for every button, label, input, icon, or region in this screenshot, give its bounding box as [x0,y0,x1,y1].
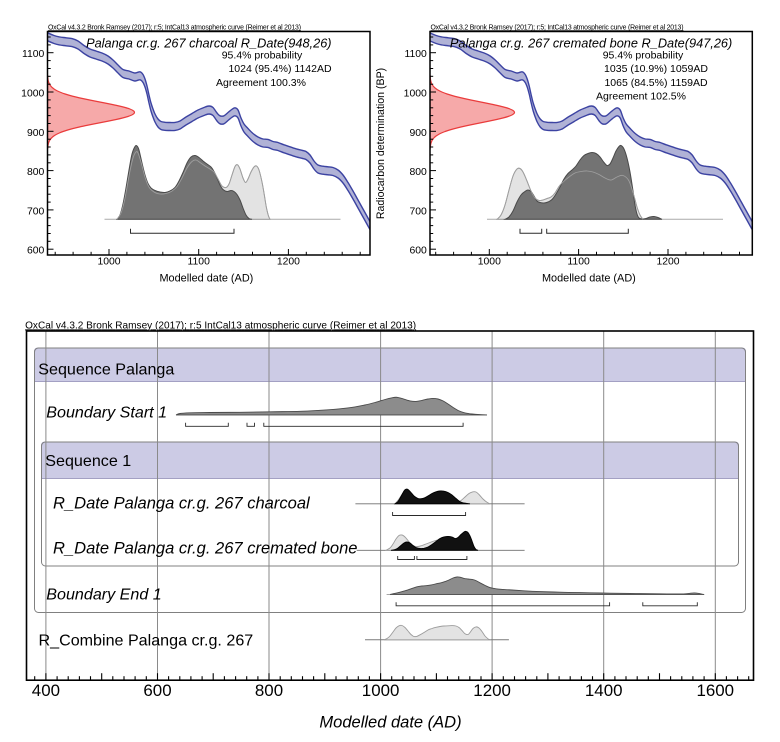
svg-text:Agreement 100.3%: Agreement 100.3% [216,77,306,89]
svg-text:1024 (95.4%) 1142AD: 1024 (95.4%) 1142AD [228,63,332,75]
svg-text:1100: 1100 [188,257,211,268]
svg-text:1065 (84.5%) 1159AD: 1065 (84.5%) 1159AD [604,77,708,89]
svg-text:1200: 1200 [277,257,300,268]
svg-text:Modelled date (AD): Modelled date (AD) [542,273,636,285]
svg-text:Modelled date (AD): Modelled date (AD) [159,273,253,285]
svg-text:1000: 1000 [478,257,501,268]
svg-text:1000: 1000 [362,681,400,700]
svg-text:1200: 1200 [473,681,511,700]
svg-text:600: 600 [409,246,427,257]
svg-text:800: 800 [409,167,427,178]
svg-text:Palanga cr.g. 267 charcoal R_D: Palanga cr.g. 267 charcoal R_Date(948,26… [86,35,331,50]
svg-text:800: 800 [255,681,283,700]
svg-text:1000: 1000 [97,257,120,268]
svg-text:R_Date Palanga cr.g. 267 crema: R_Date Palanga cr.g. 267 cremated bone [53,539,358,558]
svg-text:95.4% probability: 95.4% probability [222,50,303,62]
svg-text:OxCal v4.3.2 Bronk Ramsey (201: OxCal v4.3.2 Bronk Ramsey (2017); r:5 In… [25,320,416,331]
svg-text:OxCal v4.3.2 Bronk Ramsey (201: OxCal v4.3.2 Bronk Ramsey (2017); r:5; I… [431,24,684,31]
svg-text:700: 700 [409,206,427,217]
svg-text:600: 600 [27,246,45,257]
svg-text:Boundary Start 1: Boundary Start 1 [46,404,167,422]
svg-text:Agreement 102.5%: Agreement 102.5% [596,91,686,103]
svg-text:Radiocarbon determination (BP): Radiocarbon determination (BP) [375,68,387,219]
svg-text:R_Date Palanga cr.g. 267 charc: R_Date Palanga cr.g. 267 charcoal [53,494,311,513]
svg-text:Modelled date (AD): Modelled date (AD) [319,714,461,732]
svg-text:1100: 1100 [404,49,427,60]
svg-text:Boundary End 1: Boundary End 1 [46,585,161,603]
svg-text:Sequence Palanga: Sequence Palanga [38,361,174,379]
svg-text:Sequence 1: Sequence 1 [45,452,131,470]
svg-text:1200: 1200 [656,257,679,268]
svg-text:700: 700 [27,206,45,217]
svg-text:1100: 1100 [22,49,45,60]
svg-text:1000: 1000 [21,89,44,100]
svg-text:800: 800 [27,167,45,178]
svg-text:95.4% probability: 95.4% probability [603,50,684,62]
svg-text:600: 600 [143,681,171,700]
svg-text:900: 900 [409,128,427,139]
svg-text:400: 400 [32,681,60,700]
svg-text:900: 900 [27,128,45,139]
svg-text:1035 (10.9%) 1059AD: 1035 (10.9%) 1059AD [604,63,708,75]
svg-text:1100: 1100 [567,257,590,268]
svg-text:R_Combine Palanga cr.g. 267: R_Combine Palanga cr.g. 267 [39,631,254,649]
svg-text:Palanga cr.g. 267 cremated bon: Palanga cr.g. 267 cremated bone R_Date(9… [450,35,732,50]
svg-text:1600: 1600 [697,681,735,700]
svg-text:1000: 1000 [404,89,427,100]
svg-text:1400: 1400 [585,681,623,700]
svg-text:OxCal v4.3.2 Bronk Ramsey (201: OxCal v4.3.2 Bronk Ramsey (2017); r:5; I… [48,24,301,31]
